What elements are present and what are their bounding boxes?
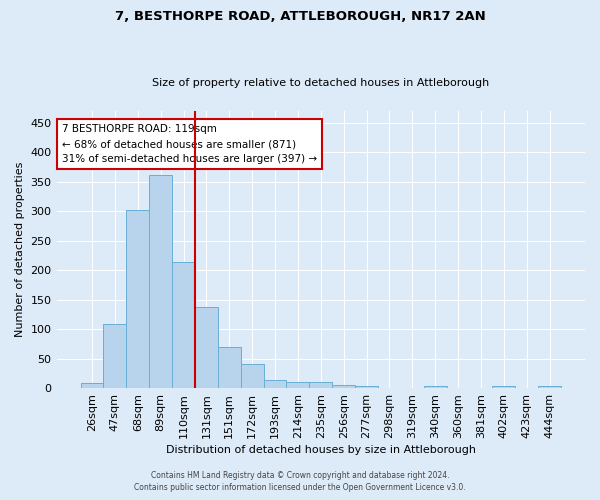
Text: 7, BESTHORPE ROAD, ATTLEBOROUGH, NR17 2AN: 7, BESTHORPE ROAD, ATTLEBOROUGH, NR17 2A… xyxy=(115,10,485,23)
Bar xyxy=(310,382,332,388)
X-axis label: Distribution of detached houses by size in Attleborough: Distribution of detached houses by size … xyxy=(166,445,476,455)
Text: Contains HM Land Registry data © Crown copyright and database right 2024.
Contai: Contains HM Land Registry data © Crown c… xyxy=(134,471,466,492)
Bar xyxy=(218,347,241,388)
Title: Size of property relative to detached houses in Attleborough: Size of property relative to detached ho… xyxy=(152,78,490,88)
Bar xyxy=(286,382,310,388)
Bar xyxy=(263,380,286,388)
Bar xyxy=(241,364,263,388)
Bar xyxy=(195,306,218,388)
Bar xyxy=(355,386,378,388)
Bar xyxy=(172,262,195,388)
Bar xyxy=(332,384,355,388)
Bar xyxy=(127,210,149,388)
Bar xyxy=(149,174,172,388)
Bar xyxy=(424,386,446,388)
Bar xyxy=(80,384,103,388)
Text: 7 BESTHORPE ROAD: 119sqm
← 68% of detached houses are smaller (871)
31% of semi-: 7 BESTHORPE ROAD: 119sqm ← 68% of detach… xyxy=(62,124,317,164)
Bar xyxy=(493,386,515,388)
Y-axis label: Number of detached properties: Number of detached properties xyxy=(15,162,25,337)
Bar xyxy=(103,324,127,388)
Bar xyxy=(538,386,561,388)
